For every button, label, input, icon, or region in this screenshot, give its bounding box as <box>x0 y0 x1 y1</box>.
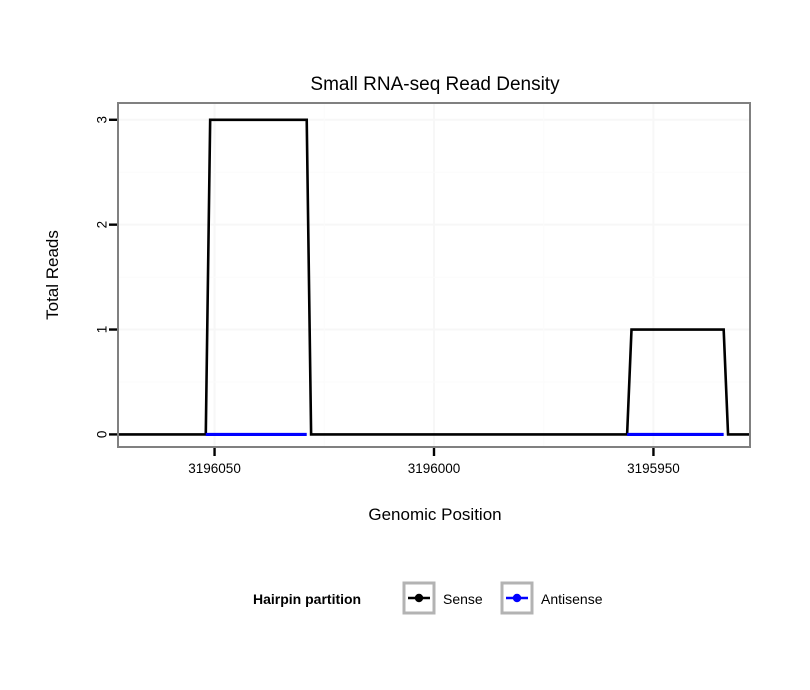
y-tick-label: 2 <box>95 221 110 229</box>
y-tick-label: 3 <box>95 116 110 124</box>
x-tick-label: 3195950 <box>627 461 680 476</box>
legend-title: Hairpin partition <box>253 591 361 607</box>
plot-panel-border <box>117 102 751 448</box>
legend-key-point <box>414 593 424 603</box>
legend-entries: Sense Antisense <box>402 581 603 615</box>
data-series-layer <box>118 118 750 437</box>
x-axis-ticks: 3196050 3196000 3195950 <box>188 448 680 476</box>
legend-key-point <box>512 593 522 603</box>
series-line-sense <box>118 118 750 436</box>
y-tick-label: 1 <box>95 326 110 334</box>
x-tick-label: 3196000 <box>408 461 461 476</box>
x-tick-label: 3196050 <box>188 461 241 476</box>
y-axis-title: Total Reads <box>43 230 62 320</box>
x-axis-title: Genomic Position <box>368 505 501 524</box>
gridlines <box>118 103 750 447</box>
page-title: Small RNA-seq Read Density <box>310 74 560 95</box>
legend-entry-label: Sense <box>443 591 483 607</box>
legend-entry-sense[interactable]: Sense <box>402 581 483 615</box>
y-tick-label: 0 <box>95 431 110 439</box>
legend-entry-antisense[interactable]: Antisense <box>500 581 603 615</box>
legend-entry-label: Antisense <box>541 591 603 607</box>
y-axis-ticks: 0 1 2 3 <box>95 116 117 439</box>
legend: Hairpin partition Sense Antisense <box>253 581 603 615</box>
